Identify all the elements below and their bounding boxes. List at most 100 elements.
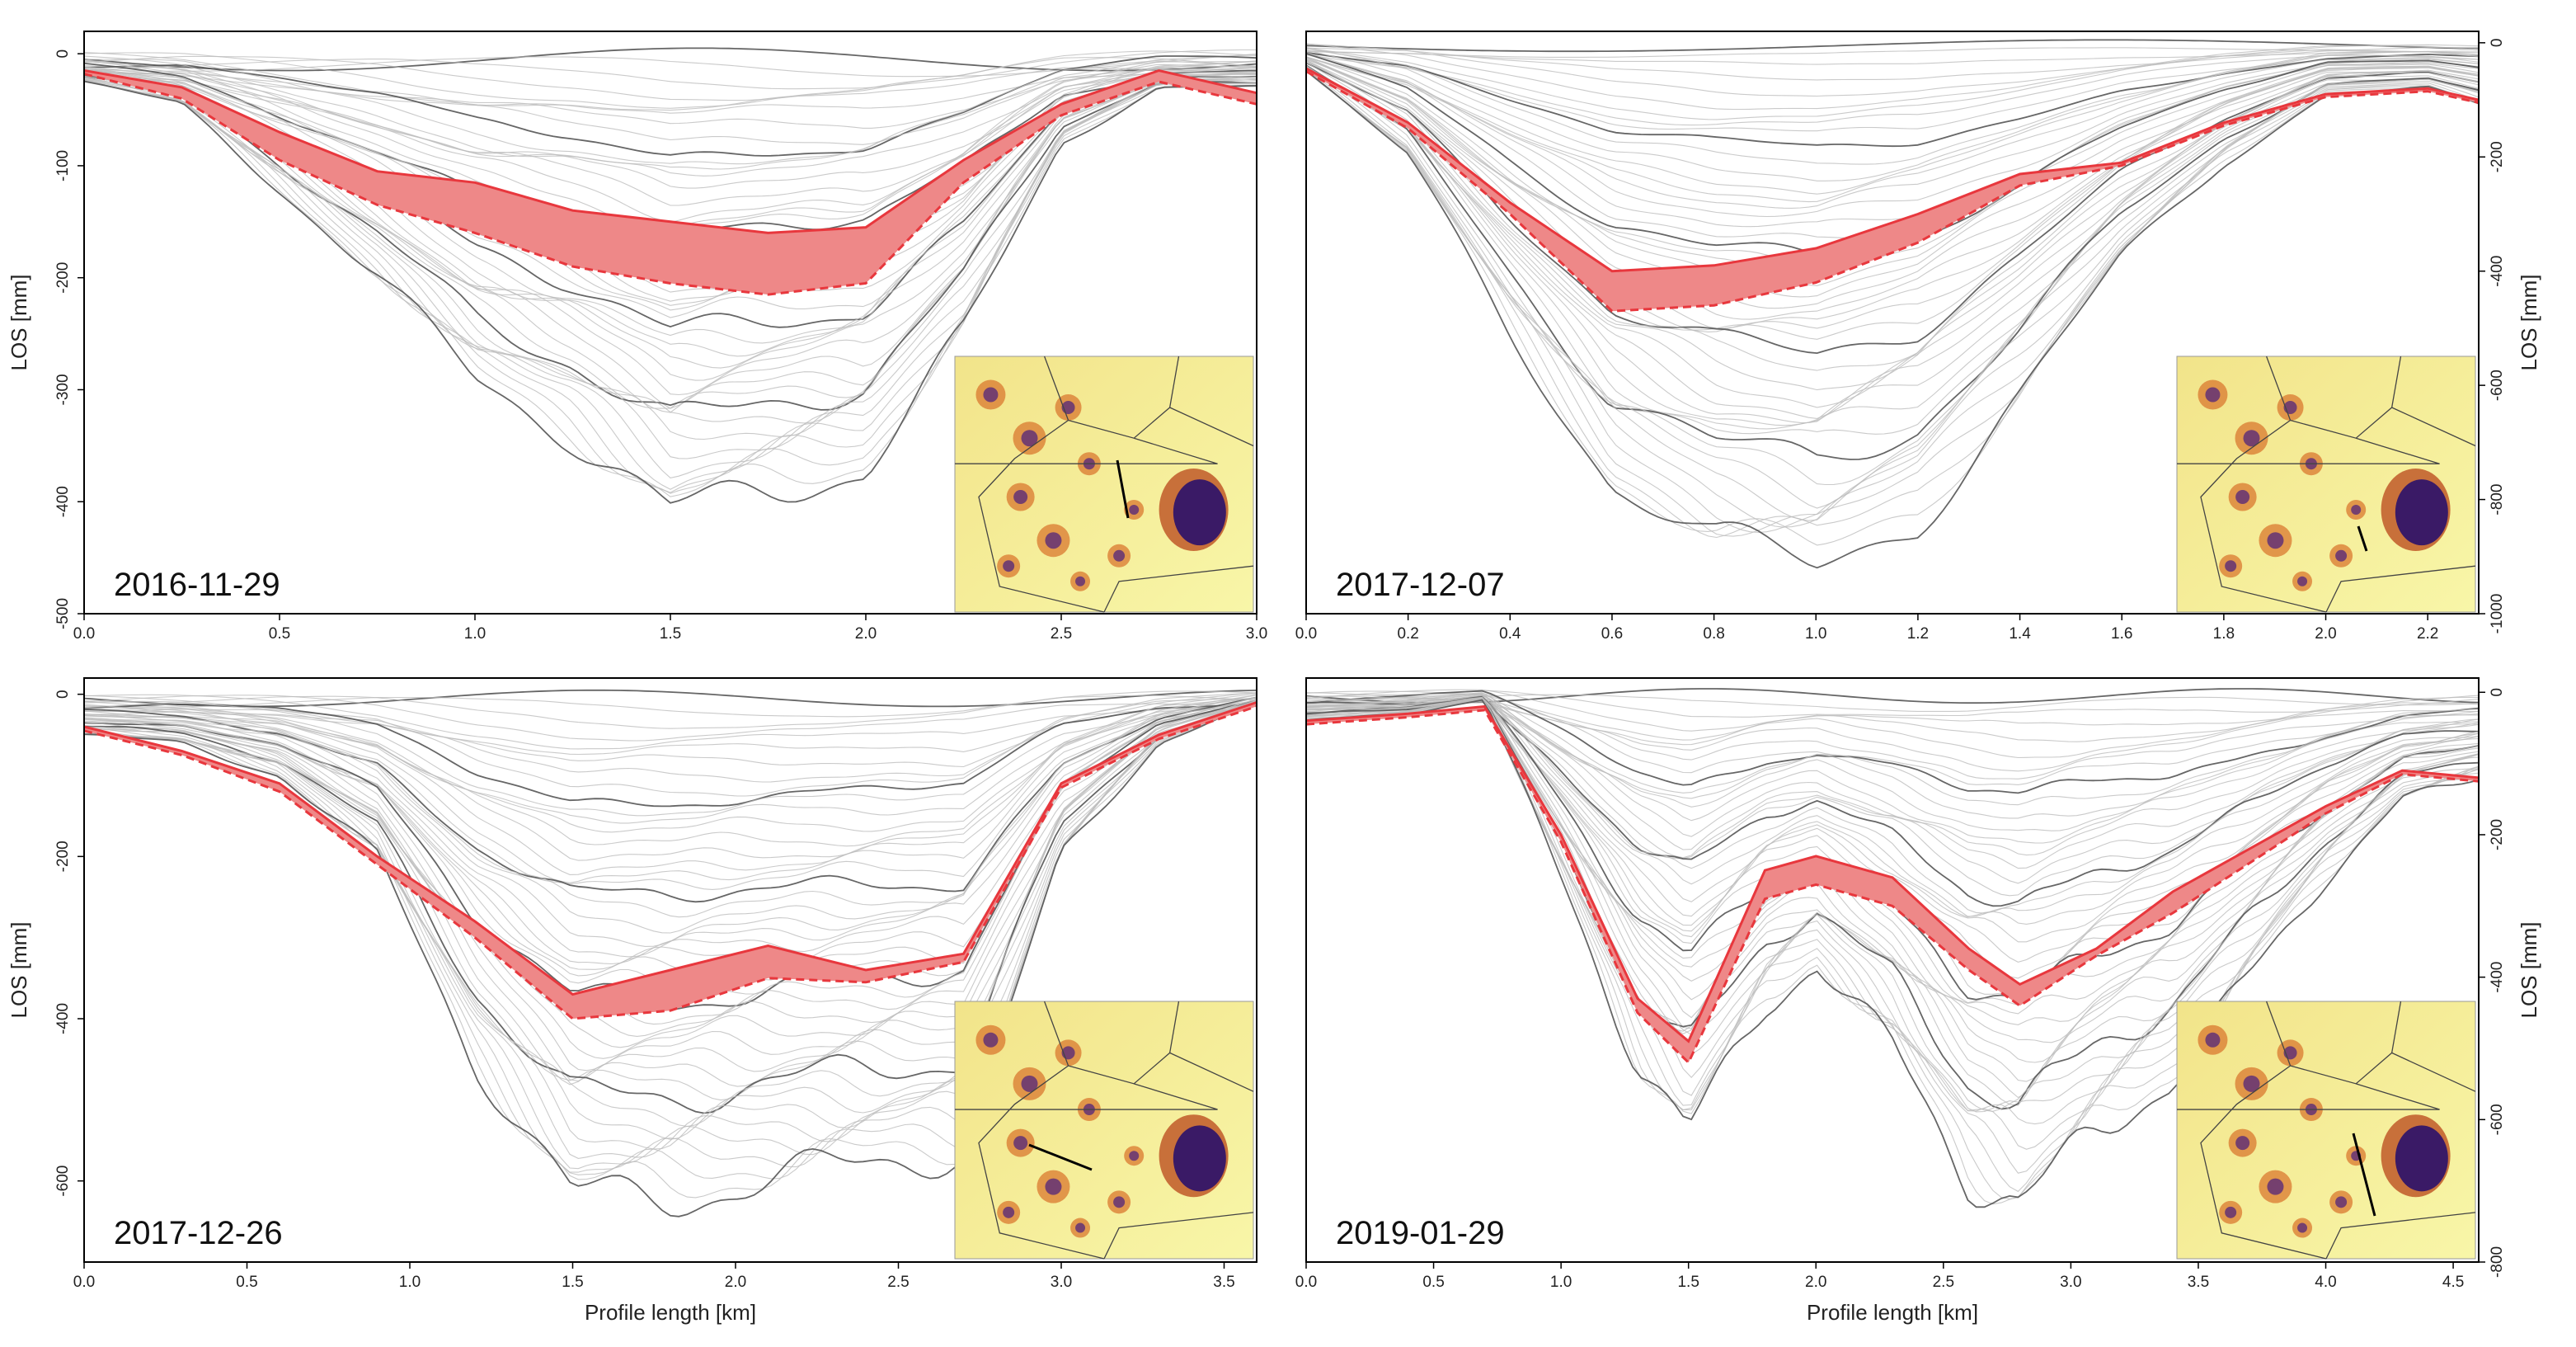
x-tick-label: 3.0 (1051, 1274, 1072, 1291)
profile-line (83, 55, 1257, 170)
profile-line (83, 66, 1257, 302)
y-tick-label: -400 (54, 1003, 72, 1034)
subsidence-spot-core (1075, 1222, 1086, 1233)
highlight-upper-line (1305, 67, 2480, 273)
x-tick-label: 1.0 (464, 625, 486, 643)
profile-line (1305, 46, 2480, 181)
y-tick-label: -800 (2489, 484, 2506, 516)
x-tick-label: 0.2 (1397, 625, 1418, 643)
inset-map (954, 1001, 1254, 1260)
x-tick-label: 2.0 (1805, 1274, 1826, 1291)
profile-line (1305, 39, 2480, 53)
large-subsidence-core (2395, 1125, 2448, 1192)
profile-line (83, 692, 1257, 783)
subsidence-spot-core (1129, 1151, 1140, 1161)
profile-line (83, 694, 1257, 750)
profile-line (1305, 694, 2480, 712)
y-tick-label: -400 (2489, 256, 2506, 287)
date-label: 2017-12-26 (114, 1215, 283, 1251)
profile-line (1305, 699, 2480, 844)
profile-line (83, 60, 1257, 129)
profile-line (83, 80, 1257, 504)
x-tick-label: 2.5 (887, 1274, 909, 1291)
profile-line (83, 703, 1257, 1037)
x-tick-label: 0.0 (73, 625, 95, 643)
x-tick-label: 0.5 (1422, 1274, 1444, 1291)
subsidence-spot-core (2205, 1032, 2221, 1048)
y-tick-label: -200 (54, 262, 72, 294)
profile-line (1305, 697, 2480, 1106)
x-tick-label: 3.0 (1246, 625, 1267, 643)
x-tick-label: 4.0 (2315, 1274, 2336, 1291)
subsidence-spot-core (1013, 490, 1028, 504)
inset-boundaries (2177, 356, 2476, 613)
x-tick-label: 1.6 (2111, 625, 2132, 643)
profile-line (83, 696, 1257, 934)
profile-line (1305, 692, 2480, 869)
x-tick-label: 3.5 (2188, 1274, 2209, 1291)
x-tick-label: 1.0 (1550, 1274, 1572, 1291)
profile-line (1305, 68, 2480, 528)
profile-line (1305, 70, 2480, 537)
highlight-lower-line (83, 704, 1257, 1020)
profile-line (1305, 48, 2480, 165)
subsidence-spot-core (2351, 505, 2362, 515)
y-axis-title: LOS [mm] (2517, 274, 2541, 370)
x-tick-label: 2.2 (2417, 625, 2438, 643)
profile-line (1305, 693, 2480, 884)
axes-frame (1305, 677, 2480, 1263)
y-axis-title: LOS [mm] (7, 921, 31, 1018)
profile-line (83, 701, 1257, 890)
subsidence-spot-core (1113, 549, 1126, 562)
profile-line (1305, 59, 2480, 332)
y-tick-label: -1000 (2489, 594, 2506, 634)
profile-line (83, 81, 1257, 497)
x-tick-label: 4.5 (2442, 1274, 2464, 1291)
date-label: 2016-11-29 (114, 567, 280, 603)
profile-line (1305, 49, 2480, 195)
x-tick-label: 0.4 (1499, 625, 1521, 643)
subsidence-spot-core (1003, 560, 1015, 572)
profile-line (83, 700, 1257, 1082)
profile-line (1305, 64, 2480, 424)
highlight-upper-line (83, 68, 1257, 234)
profile-line (83, 54, 1257, 145)
x-tick-label: 2.5 (1933, 1274, 1954, 1291)
y-tick-label: -200 (2489, 819, 2506, 850)
subsidence-spot-core (2235, 490, 2250, 504)
large-subsidence-core (2395, 479, 2448, 546)
subsidence-spot-core (2205, 387, 2221, 403)
profile-line (84, 698, 1257, 797)
y-axis-title: LOS [mm] (2517, 921, 2541, 1018)
profile-line (1305, 57, 2480, 329)
x-tick-label: 0.6 (1601, 625, 1623, 643)
x-tick-label: 2.0 (2315, 625, 2336, 643)
date-label: 2017-12-07 (1336, 567, 1505, 603)
y-tick-label: -200 (54, 841, 72, 872)
profile-trace-line (2352, 1133, 2376, 1217)
x-tick-label: 1.5 (660, 625, 681, 643)
profile-line (1305, 66, 2480, 426)
y-tick-label: -400 (2489, 962, 2506, 993)
profile-line (83, 81, 1257, 494)
profile-line (1305, 693, 2480, 806)
subsidence-spot-core (1113, 1196, 1126, 1208)
highlight-band (84, 70, 1257, 295)
profile-line (83, 695, 1257, 833)
profile-line (1305, 690, 2480, 718)
y-tick-label: -500 (54, 598, 72, 629)
subsidence-spot-core (2297, 576, 2308, 586)
y-tick-label: 0 (54, 49, 72, 59)
profile-line (83, 59, 1257, 114)
profile-line (1305, 43, 2480, 111)
x-tick-label: 3.5 (1213, 1274, 1234, 1291)
profile-line (1305, 59, 2480, 286)
subsidence-spot-core (1013, 1136, 1028, 1151)
inset-boundaries (2177, 1001, 2476, 1260)
profile-line (83, 52, 1257, 109)
profile-line (83, 50, 1257, 101)
profile-line (1305, 695, 2480, 1006)
profile-line (1305, 50, 2480, 65)
profile-line (1305, 59, 2480, 408)
